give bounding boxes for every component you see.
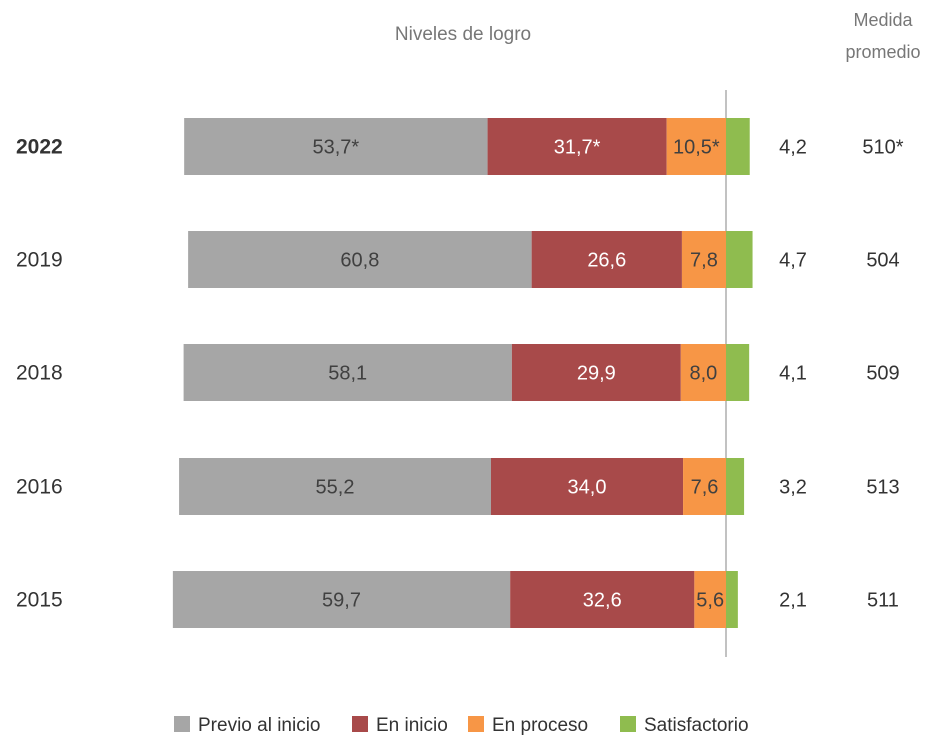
legend-swatch-previo-al-inicio xyxy=(174,716,190,732)
average-score: 510* xyxy=(862,137,903,159)
bar-segment-previo-al-inicio xyxy=(184,118,488,175)
data-label-en-proceso: 7,6 xyxy=(691,477,719,499)
average-score: 509 xyxy=(866,363,899,385)
bar-segment-en-proceso xyxy=(694,571,726,628)
bar-segment-previo-al-inicio xyxy=(188,231,532,288)
bar-segment-en-inicio xyxy=(531,231,682,288)
bar-segment-en-proceso xyxy=(683,458,726,515)
bar-segment-en-proceso xyxy=(680,344,726,401)
legend-item-en-inicio: En inicio xyxy=(352,715,448,736)
bar-row-2018: 2018 58,1 29,9 8,0 4,1 509 xyxy=(16,344,900,401)
legend-label-en-inicio: En inicio xyxy=(376,715,448,736)
data-label-en-inicio: 31,7* xyxy=(554,137,601,159)
legend-swatch-satisfactorio xyxy=(620,716,636,732)
data-label-previo-al-inicio: 55,2 xyxy=(316,477,355,499)
chart-title: Niveles de logro xyxy=(395,24,531,45)
data-label-en-inicio: 26,6 xyxy=(587,250,626,272)
data-label-en-inicio: 34,0 xyxy=(568,477,607,499)
year-label: 2016 xyxy=(16,476,63,499)
average-header-line-1: Medida xyxy=(853,10,913,30)
year-label: 2019 xyxy=(16,249,63,272)
data-label-en-proceso: 7,8 xyxy=(690,250,718,272)
legend: Previo al inicio En inicio En proceso Satis… xyxy=(174,715,749,736)
legend-label-previo-al-inicio: Previo al inicio xyxy=(198,715,321,736)
data-label-satisfactorio: 2,1 xyxy=(779,590,807,612)
data-label-previo-al-inicio: 60,8 xyxy=(340,250,379,272)
data-label-en-proceso: 10,5* xyxy=(673,137,720,159)
bar-segment-previo-al-inicio xyxy=(179,458,491,515)
bar-row-2022: 2022 53,7* 31,7* 10,5* 4,2 510* xyxy=(16,118,904,175)
bar-segment-en-inicio xyxy=(487,118,667,175)
bar-segment-satisfactorio xyxy=(726,458,745,515)
average-score: 513 xyxy=(866,477,899,499)
data-label-previo-al-inicio: 58,1 xyxy=(328,363,367,385)
year-label: 2015 xyxy=(16,589,63,612)
bar-row-2015: 2015 59,7 32,6 5,6 2,1 511 xyxy=(16,571,899,628)
bar-segment-satisfactorio xyxy=(726,571,738,628)
average-score: 511 xyxy=(867,590,899,612)
data-label-satisfactorio: 4,7 xyxy=(779,250,807,272)
year-label: 2022 xyxy=(16,136,63,159)
legend-label-en-proceso: En proceso xyxy=(492,715,588,736)
data-label-satisfactorio: 4,1 xyxy=(779,363,807,385)
bar-segment-en-proceso xyxy=(666,118,726,175)
data-label-satisfactorio: 4,2 xyxy=(779,137,807,159)
bar-segment-en-proceso xyxy=(681,231,726,288)
average-header-line-2: promedio xyxy=(845,42,920,62)
bar-segment-satisfactorio xyxy=(726,344,750,401)
data-label-en-proceso: 5,6 xyxy=(696,590,724,612)
legend-item-en-proceso: En proceso xyxy=(468,715,588,736)
data-label-previo-al-inicio: 53,7* xyxy=(313,137,360,159)
bar-rows: 2022 53,7* 31,7* 10,5* 4,2 510* 2019 60,8 26,6 7,… xyxy=(16,118,904,628)
bar-segment-en-inicio xyxy=(510,571,695,628)
bar-segment-previo-al-inicio xyxy=(183,344,512,401)
bar-segment-satisfactorio xyxy=(726,118,750,175)
bar-segment-satisfactorio xyxy=(726,231,753,288)
legend-item-previo-al-inicio: Previo al inicio xyxy=(174,715,321,736)
bar-row-2019: 2019 60,8 26,6 7,8 4,7 504 xyxy=(16,231,900,288)
year-label: 2018 xyxy=(16,362,63,385)
legend-item-satisfactorio: Satisfactorio xyxy=(620,715,749,736)
bar-segment-en-inicio xyxy=(511,344,681,401)
bar-segment-en-inicio xyxy=(490,458,684,515)
data-label-previo-al-inicio: 59,7 xyxy=(322,590,361,612)
data-label-en-proceso: 8,0 xyxy=(689,363,717,385)
data-label-en-inicio: 32,6 xyxy=(583,590,622,612)
average-score: 504 xyxy=(866,250,899,272)
legend-swatch-en-proceso xyxy=(468,716,484,732)
legend-label-satisfactorio: Satisfactorio xyxy=(644,715,749,736)
data-label-en-inicio: 29,9 xyxy=(577,363,616,385)
bar-segment-previo-al-inicio xyxy=(172,571,511,628)
bar-row-2016: 2016 55,2 34,0 7,6 3,2 513 xyxy=(16,458,900,515)
legend-swatch-en-inicio xyxy=(352,716,368,732)
data-label-satisfactorio: 3,2 xyxy=(779,477,807,499)
